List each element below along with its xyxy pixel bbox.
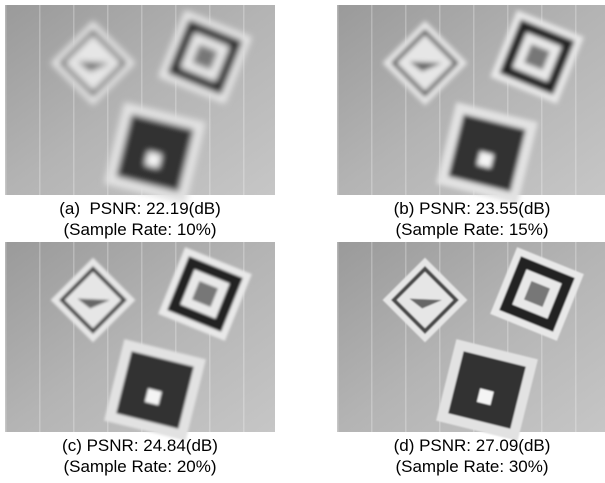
panel-image bbox=[337, 5, 605, 204]
caption: (d) PSNR: 27.09(dB) bbox=[394, 436, 551, 455]
panel-image bbox=[337, 242, 605, 441]
panel-image bbox=[5, 242, 275, 441]
subcaption: (Sample Rate: 30%) bbox=[395, 457, 548, 476]
caption: (a) PSNR: 22.19(dB) bbox=[59, 199, 221, 218]
subcaption: (Sample Rate: 20%) bbox=[63, 457, 216, 476]
subcaption: (Sample Rate: 10%) bbox=[63, 220, 216, 239]
caption: (b) PSNR: 23.55(dB) bbox=[394, 199, 551, 218]
caption: (c) PSNR: 24.84(dB) bbox=[62, 436, 218, 455]
panel-image bbox=[5, 5, 275, 204]
subcaption: (Sample Rate: 15%) bbox=[395, 220, 548, 239]
figure: (a) PSNR: 22.19(dB) (Sample Rate: 10%) (b)… bbox=[0, 0, 605, 483]
